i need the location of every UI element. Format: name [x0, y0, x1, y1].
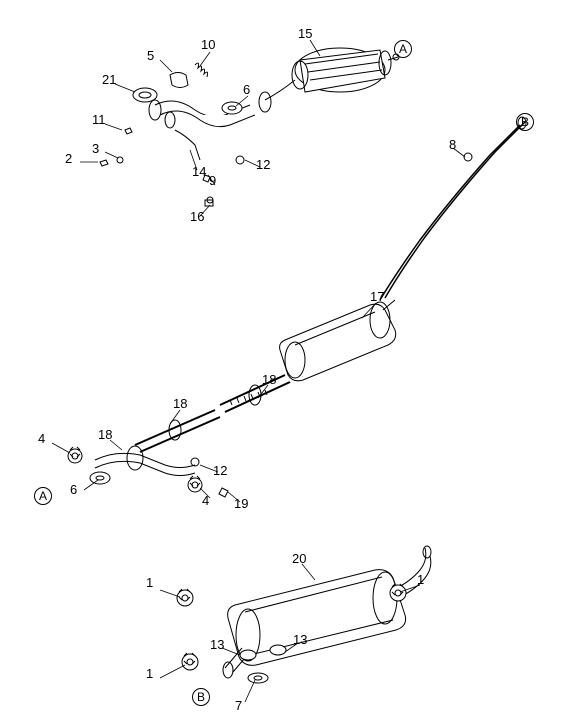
callout-8: 8: [449, 137, 456, 152]
diagram-svg: [0, 0, 561, 727]
callout-6: 6: [243, 82, 250, 97]
callout-12: 12: [213, 463, 227, 478]
callout-3: 3: [92, 141, 99, 156]
callout-18: 18: [173, 396, 187, 411]
callout-18: 18: [98, 427, 112, 442]
callout-6: 6: [70, 482, 77, 497]
ref-letter-A: A: [394, 40, 412, 58]
callout-11: 11: [92, 112, 106, 127]
callout-4: 4: [38, 431, 45, 446]
callout-2: 2: [65, 151, 72, 166]
callout-9: 9: [209, 173, 216, 188]
callout-13: 13: [210, 637, 224, 652]
callout-20: 20: [292, 551, 306, 566]
callout-21: 21: [102, 72, 116, 87]
ref-letter-B: B: [516, 113, 534, 131]
callout-15: 15: [298, 26, 312, 41]
callout-14: 14: [192, 164, 206, 179]
callout-1: 1: [146, 575, 153, 590]
callout-17: 17: [370, 289, 384, 304]
callout-1: 1: [417, 572, 424, 587]
ref-letter-B: B: [192, 688, 210, 706]
callout-10: 10: [201, 37, 215, 52]
callout-12: 12: [256, 157, 270, 172]
callout-16: 16: [190, 209, 204, 224]
callout-1: 1: [146, 666, 153, 681]
callout-5: 5: [147, 48, 154, 63]
ref-letter-A: A: [34, 487, 52, 505]
callout-4: 4: [202, 493, 209, 508]
exhaust-system-diagram: 1112344566789101112121313141516171818181…: [0, 0, 561, 727]
callout-13: 13: [293, 632, 307, 647]
callout-7: 7: [235, 698, 242, 713]
callout-18: 18: [262, 372, 276, 387]
callout-19: 19: [234, 496, 248, 511]
